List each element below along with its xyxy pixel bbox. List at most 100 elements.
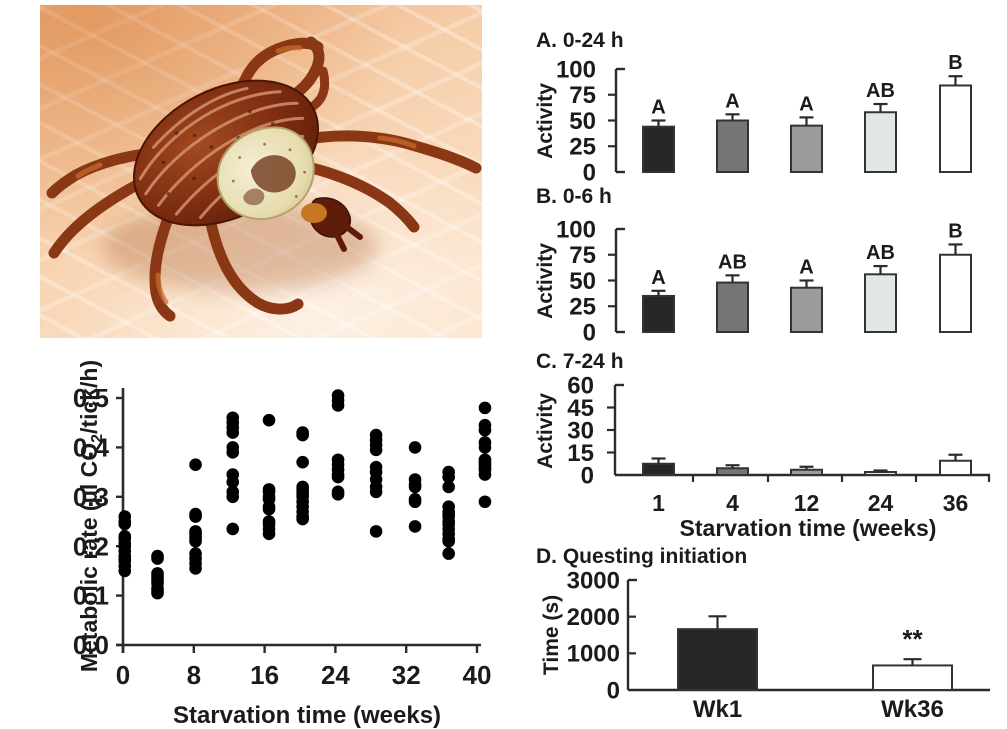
tick-leg-bottom-left [149, 197, 180, 322]
sig-letter: A [651, 97, 665, 119]
data-point [369, 485, 383, 499]
tick-mouthpart [301, 203, 327, 223]
data-point [296, 455, 309, 469]
sig-letter: AB [866, 242, 895, 264]
y-tick-label: 0.3 [73, 482, 109, 512]
data-point [262, 527, 276, 541]
bar-week-1 [642, 294, 675, 333]
panel-title: C. 7-24 h [536, 350, 624, 373]
tick-leg-right-lower [302, 161, 420, 233]
x-axis-label: Starvation time (weeks) [680, 515, 937, 541]
sig-letter: B [948, 220, 962, 242]
y-tick-label: 0.4 [73, 433, 110, 463]
y-tick-label: 75 [569, 82, 596, 109]
sig-letter: B [948, 52, 962, 74]
panel-title: A. 0-24 h [536, 29, 624, 52]
bar-week-24 [864, 471, 897, 476]
bar-week-36 [939, 459, 972, 476]
x-tick-label: 0 [116, 660, 130, 690]
tick-head [301, 197, 363, 252]
y-axis-label: Time (s) [540, 595, 563, 675]
significance-stars: ** [902, 624, 923, 654]
tick-leg-front-2b [307, 66, 330, 112]
tick-illustration [46, 36, 482, 322]
y-tick-label: 60 [567, 372, 594, 399]
data-point [369, 443, 383, 457]
category-label: 1 [652, 490, 665, 516]
metabolic_rate-panel: 0.0 0.1 0.2 0.3 0.4 0.5 0 8 16 24 32 40 Starvation t… [73, 360, 492, 729]
data-point [369, 525, 383, 538]
y-tick-label: 100 [556, 216, 596, 243]
y-tick-label: 0 [581, 462, 594, 489]
sig-letter: A [725, 90, 739, 112]
data-point [331, 399, 345, 412]
leg-highlight [275, 45, 303, 54]
bar-week-24 [864, 111, 897, 174]
y-tick-label: 1000 [567, 641, 620, 668]
bar-week-4 [716, 119, 749, 173]
sig-letter: A [799, 93, 813, 115]
data-point [442, 534, 455, 548]
tick-scutum [216, 126, 315, 220]
bar-week-4 [716, 467, 749, 476]
category-label: Wk1 [693, 696, 742, 723]
bar-week-36 [939, 84, 972, 173]
y-tick-label: 0.0 [73, 630, 109, 660]
data-point [151, 552, 164, 565]
bar-week-1 [642, 125, 675, 173]
y-tick-label: 0 [583, 159, 596, 184]
tick-leg-bottom-mid [204, 213, 304, 315]
y-axis-label: Metabolic rate (µl CO2/tick/h) [76, 360, 106, 672]
x-axis-label: Starvation time (weeks) [173, 702, 441, 729]
leg-highlight [75, 162, 103, 179]
data-point [118, 517, 132, 531]
y-tick-label: 50 [569, 108, 596, 135]
data-point [478, 468, 492, 481]
x-tick-label: 24 [321, 660, 350, 690]
y-axis-label: Activity [534, 243, 557, 319]
data-point [262, 413, 276, 427]
data-point [226, 522, 240, 536]
bar-week-12 [790, 286, 823, 333]
data-point [118, 564, 132, 578]
y-tick-label: 0.2 [73, 531, 109, 561]
y-tick-label: 50 [569, 268, 596, 295]
questing-panel: D. Questing initiation 0 1000 2000 3000Time … [536, 545, 990, 723]
tick-palp-2 [333, 230, 347, 252]
y-tick-label: 25 [569, 294, 596, 321]
x-tick-label: 8 [187, 660, 201, 690]
data-point [442, 470, 455, 484]
category-label: 36 [943, 490, 969, 516]
y-tick-label: 0 [583, 319, 596, 346]
panel-title: B. 0-6 h [536, 185, 612, 208]
data-point [408, 520, 422, 533]
data-point [442, 547, 455, 560]
data-point [151, 586, 164, 600]
sig-letter: A [799, 257, 813, 279]
data-point [296, 512, 309, 526]
y-tick-label: 15 [567, 440, 594, 467]
category-label: 4 [726, 490, 739, 516]
data-point [226, 490, 240, 504]
tick-photo [40, 5, 482, 338]
data-point [226, 475, 240, 489]
tick-palp [341, 222, 363, 240]
leg-highlight [155, 272, 169, 305]
bar-week-1 [642, 462, 675, 476]
category-label: 12 [794, 490, 820, 516]
data-point [408, 495, 422, 509]
bar-week-36 [939, 253, 972, 333]
data-point [331, 488, 345, 501]
tick-leg-left-lower [48, 171, 158, 259]
scutum-marking [250, 155, 296, 193]
data-point [189, 510, 202, 523]
y-tick-label: 0.1 [73, 581, 109, 611]
data-point [296, 428, 309, 442]
data-point [331, 470, 345, 484]
y-tick-label: 30 [567, 417, 594, 444]
x-tick-label: 16 [250, 660, 279, 690]
y-tick-label: 0 [607, 677, 620, 704]
